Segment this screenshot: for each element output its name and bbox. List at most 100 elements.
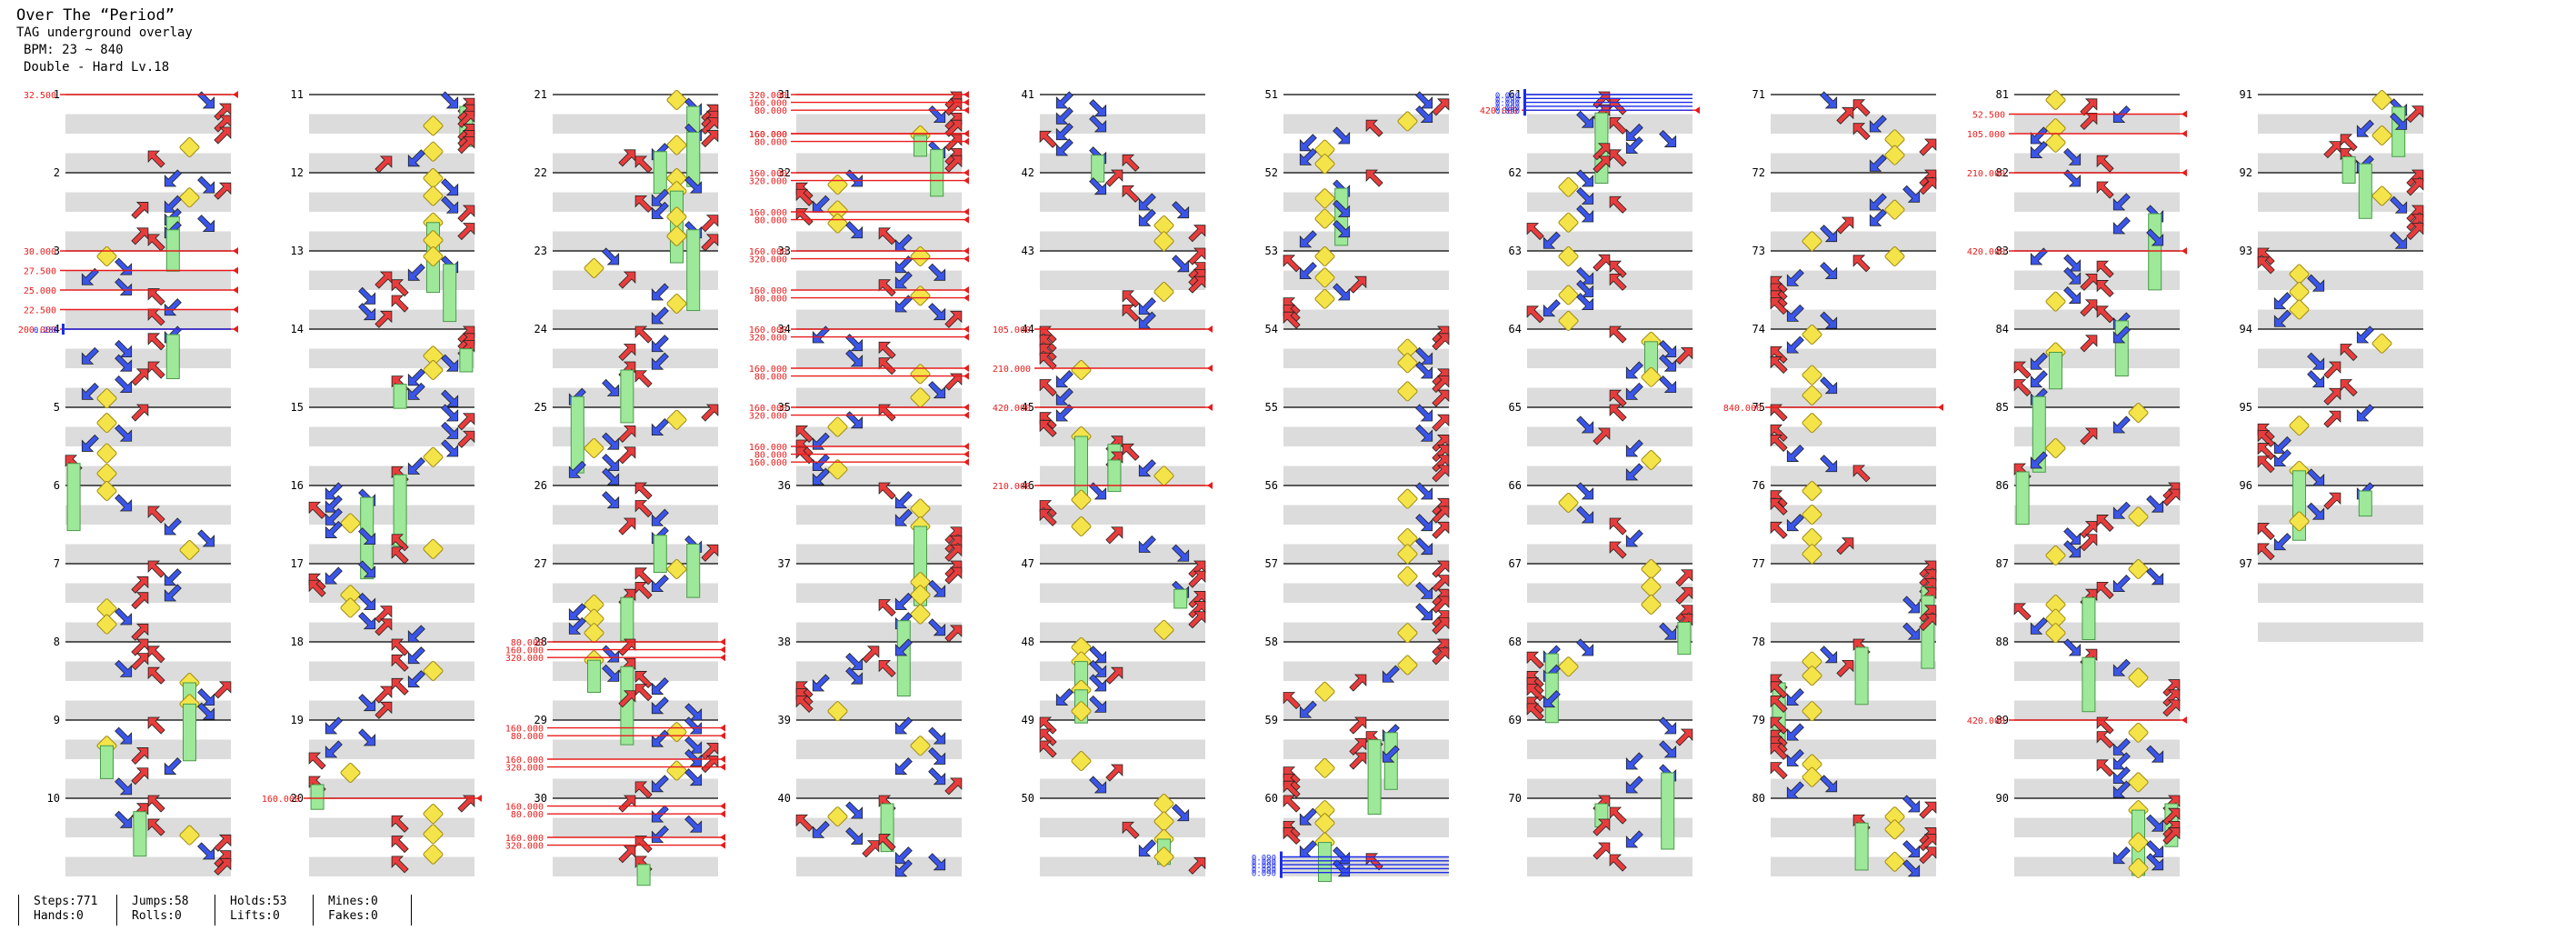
- beat-shade: [1283, 466, 1449, 486]
- arrow-down-right-icon: [944, 566, 963, 585]
- arrow-down-left-icon: [2096, 181, 2114, 199]
- arrow-up-left-icon: [1786, 688, 1804, 706]
- measure-number: 44: [1022, 323, 1034, 335]
- arrow-down-left-icon: [308, 501, 326, 519]
- arrow-up-left-icon: [651, 335, 669, 353]
- arrow-down-left-icon: [2096, 582, 2114, 599]
- bpm-change: 160.000: [505, 802, 725, 813]
- center-panel-icon: [1802, 481, 1822, 501]
- beat-shade: [1771, 153, 1936, 173]
- center-panel-icon: [1153, 811, 1174, 832]
- center-panel-icon: [1071, 701, 1092, 722]
- arrow-down-left-icon: [795, 814, 814, 832]
- arrow-down-left-icon: [1122, 821, 1140, 839]
- arrow-down-left-icon: [2257, 523, 2275, 541]
- arrow-up-right-icon: [2390, 231, 2408, 249]
- beat-shade: [1771, 622, 1936, 642]
- beat-shade: [553, 387, 718, 407]
- arrow-up-right-icon: [1172, 201, 1190, 219]
- bpm-change: 210.000: [1967, 169, 2187, 179]
- arrow-down-left-icon: [1283, 827, 1301, 846]
- measure-number: 97: [2240, 557, 2252, 570]
- measure-number: 56: [1265, 479, 1278, 492]
- bpm-tick: [1207, 404, 1213, 411]
- center-panel-icon: [179, 540, 200, 560]
- measure-number: 50: [1022, 792, 1034, 805]
- beat-shade: [796, 622, 962, 642]
- center-panel-icon: [1558, 285, 1579, 305]
- arrow-up-right-icon: [1902, 622, 1921, 640]
- measure-41: 41: [1022, 88, 1205, 173]
- arrow-up-left-icon: [1786, 268, 1804, 286]
- measure-number: 92: [2240, 166, 2252, 179]
- hold-bar-icon: [686, 229, 701, 312]
- bpm-tick: [233, 247, 238, 255]
- bpm-tick: [964, 333, 969, 341]
- arrow-up-right-icon: [441, 354, 459, 372]
- measure-73: 73: [1752, 245, 1936, 329]
- arrow-down-left-icon: [1039, 508, 1057, 526]
- arrow-up-right-icon: [115, 354, 133, 372]
- bpm-change: 80.000: [754, 294, 969, 305]
- center-panel-icon: [1802, 385, 1822, 405]
- arrow-down-right-icon: [374, 686, 393, 704]
- arrow-up-right-icon: [1089, 674, 1107, 692]
- arrow-down-left-icon: [1609, 517, 1627, 536]
- hold-bar-icon: [2015, 471, 2030, 526]
- bpm-label: 160.000: [749, 99, 787, 109]
- center-panel-icon: [423, 538, 444, 559]
- arrow-down-left-icon: [147, 234, 165, 252]
- center-panel-icon: [1802, 766, 1822, 787]
- hold-bar-icon: [896, 620, 911, 697]
- measure-number: 80: [1752, 792, 1765, 805]
- arrow-up-right-icon: [358, 303, 376, 321]
- arrow-down-right-icon: [1836, 660, 1854, 677]
- arrow-up-left-icon: [1625, 752, 1643, 770]
- arrow-up-right-icon: [684, 768, 703, 786]
- hold-bar-icon: [620, 369, 634, 424]
- center-panel-icon: [584, 608, 604, 629]
- arrow-up-left-icon: [2030, 616, 2048, 635]
- bpm-label: 160.000: [262, 795, 300, 805]
- bpm-change: 32.500: [24, 91, 238, 101]
- center-panel-icon: [2128, 667, 2149, 688]
- center-panel-icon: [2289, 282, 2310, 302]
- bpm-change: 160.000: [749, 365, 969, 375]
- beat-shade: [553, 817, 718, 837]
- hold-bar-icon: [1661, 772, 1675, 850]
- arrow-up-left-icon: [2356, 119, 2374, 137]
- arrow-up-left-icon: [651, 575, 669, 592]
- beat-shade: [1283, 583, 1449, 603]
- center-panel-icon: [1397, 528, 1418, 548]
- bpm-change: 160.000: [749, 247, 969, 257]
- arrow-down-right-icon: [2162, 827, 2181, 846]
- arrow-down-right-icon: [1675, 569, 1693, 587]
- center-panel-icon: [1314, 813, 1335, 834]
- measure-number: 40: [778, 792, 791, 805]
- measure-40: 40: [778, 792, 962, 876]
- bpm-tick: [233, 325, 238, 333]
- arrow-up-left-icon: [1299, 700, 1317, 718]
- arrow-down-left-icon: [1526, 651, 1544, 669]
- measure-number: 9: [54, 714, 60, 726]
- center-panel-icon: [1153, 282, 1174, 302]
- arrow-up-left-icon: [2030, 370, 2048, 388]
- stop-markers: 0.2800.0900.0900.0900.0900.0900.0900.090…: [34, 89, 1692, 879]
- arrow-down-left-icon: [308, 752, 326, 770]
- beat-shade: [553, 114, 718, 134]
- arrow-up-right-icon: [1089, 695, 1107, 713]
- arrow-up-right-icon: [115, 659, 133, 677]
- beat-shade: [796, 231, 962, 251]
- arrow-up-left-icon: [324, 566, 343, 585]
- bpm-change: 52.500: [1972, 110, 2187, 121]
- arrow-down-right-icon: [131, 576, 149, 594]
- bpm-change: 25.000: [24, 286, 238, 296]
- arrow-down-left-icon: [2096, 515, 2114, 533]
- arrow-down-right-icon: [1675, 346, 1693, 365]
- center-panel-icon: [1558, 246, 1579, 266]
- hold-bar-icon: [1367, 739, 1382, 816]
- arrow-up-left-icon: [2112, 737, 2131, 756]
- arrow-down-right-icon: [618, 149, 636, 167]
- arrow-down-right-icon: [618, 517, 636, 536]
- arrow-up-right-icon: [358, 694, 376, 712]
